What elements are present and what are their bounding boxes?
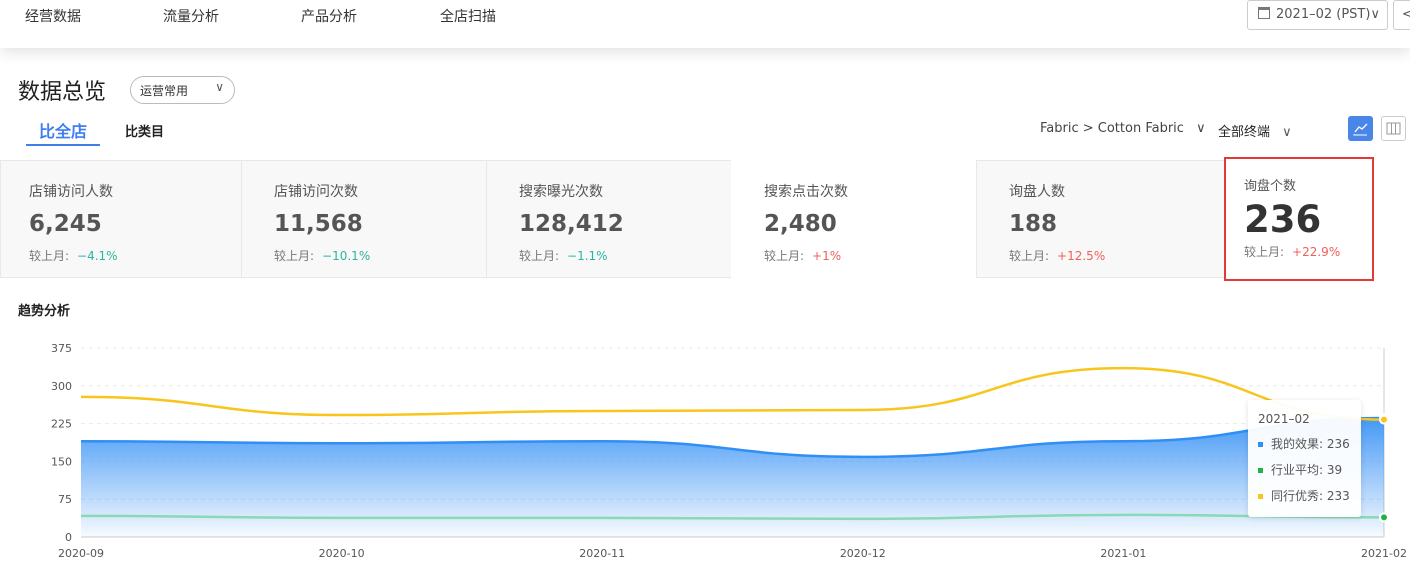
- legend-swatch: [1258, 442, 1263, 447]
- metric-delta: −10.1%: [322, 249, 371, 263]
- metric-card[interactable]: 店铺访问次数 11,568 较上月: −10.1%: [241, 160, 487, 278]
- y-tick-label: 375: [51, 342, 72, 355]
- terminal-value: 全部终端: [1218, 125, 1271, 140]
- compare-label: 较上月:: [764, 249, 805, 263]
- metric-card[interactable]: 搜索曝光次数 128,412 较上月: −1.1%: [486, 160, 732, 278]
- metric-value: 236: [1244, 198, 1322, 241]
- metric-card[interactable]: 询盘人数 188 较上月: +12.5%: [976, 160, 1226, 278]
- data-point: [1379, 512, 1389, 523]
- y-tick-label: 0: [65, 531, 72, 544]
- series-line: [80, 513, 1385, 521]
- calendar-icon: [1258, 7, 1270, 19]
- metric-delta: +1%: [812, 249, 842, 263]
- metric-value: 188: [1009, 211, 1058, 237]
- chevron-down-icon: ∨: [1196, 121, 1206, 136]
- x-tick-label: 2021-01: [1100, 547, 1146, 560]
- x-tick-label: 2020-10: [319, 547, 365, 560]
- metric-label: 询盘人数: [1009, 184, 1065, 200]
- x-tick-label: 2020-11: [579, 547, 625, 560]
- x-tick-label: 2021-02: [1361, 547, 1407, 560]
- data-point: [1379, 414, 1389, 425]
- preset-value: 运营常用: [140, 84, 189, 98]
- nav-store-scan[interactable]: 全店扫描: [440, 9, 496, 25]
- line-chart-icon[interactable]: [1348, 116, 1373, 141]
- top-nav: 经营数据 流量分析 产品分析 全店扫描 2021–02 (PST)∨ <: [0, 0, 1410, 48]
- compare-label: 较上月:: [1009, 249, 1050, 263]
- metric-card-selected[interactable]: 询盘个数 236 较上月: +22.9%: [1224, 157, 1374, 281]
- metric-label: 店铺访问人数: [29, 184, 113, 200]
- terminal-filter[interactable]: 全部终端 ∨: [1218, 121, 1292, 140]
- metric-delta: −4.1%: [77, 249, 118, 263]
- tooltip-row: 行业平均: 39: [1271, 463, 1343, 477]
- series-area: [81, 418, 1384, 537]
- tooltip-row: 同行优秀: 233: [1271, 489, 1350, 503]
- metric-delta: −1.1%: [567, 249, 608, 263]
- x-tick-label: 2020-09: [58, 547, 104, 560]
- tab-category[interactable]: 比类目: [125, 125, 165, 140]
- prev-button[interactable]: <: [1393, 0, 1410, 30]
- y-tick-label: 150: [51, 455, 72, 468]
- tooltip-title: 2021–02: [1258, 412, 1310, 426]
- tab-whole-store[interactable]: 比全店: [26, 118, 100, 146]
- column-icon[interactable]: [1381, 116, 1406, 141]
- chart-tooltip: 2021–02 我的效果: 236 行业平均: 39 同行优秀: 233: [1248, 400, 1361, 517]
- chevron-down-icon: ∨: [1282, 125, 1292, 140]
- trend-chart[interactable]: 0 75 150 225 300 375 2020-09 2020-10 2020-11 2020…: [0, 330, 1410, 573]
- compare-label: 较上月:: [519, 249, 560, 263]
- chevron-down-icon: ∨: [215, 80, 224, 94]
- metric-delta: +12.5%: [1057, 249, 1106, 263]
- series-line: [80, 366, 1385, 421]
- nav-traffic[interactable]: 流量分析: [163, 9, 219, 25]
- x-tick-label: 2020-12: [840, 547, 886, 560]
- metric-cards: 店铺访问人数 6,245 较上月: −4.1% 店铺访问次数 11,568 较上月…: [0, 160, 1410, 278]
- compare-label: 较上月:: [1244, 245, 1285, 259]
- date-picker[interactable]: 2021–02 (PST)∨: [1247, 0, 1388, 30]
- legend-swatch: [1258, 468, 1263, 473]
- metric-value: 128,412: [519, 211, 624, 237]
- date-value: 2021–02 (PST): [1276, 7, 1371, 22]
- series-line: [80, 416, 1385, 459]
- metric-label: 搜索曝光次数: [519, 184, 603, 200]
- chevron-down-icon: ∨: [1370, 7, 1380, 22]
- section-title: 趋势分析: [18, 304, 71, 319]
- y-tick-label: 225: [51, 418, 72, 431]
- legend-swatch: [1258, 494, 1263, 499]
- metric-value: 2,480: [764, 211, 837, 237]
- metric-card[interactable]: 搜索点击次数 2,480 较上月: +1%: [731, 160, 977, 278]
- metric-value: 6,245: [29, 211, 102, 237]
- metric-label: 询盘个数: [1244, 179, 1297, 194]
- nav-products[interactable]: 产品分析: [301, 9, 357, 25]
- metric-label: 搜索点击次数: [764, 184, 848, 200]
- metric-delta: +22.9%: [1292, 245, 1341, 259]
- nav-operations[interactable]: 经营数据: [25, 9, 81, 25]
- metric-label: 店铺访问次数: [274, 184, 358, 200]
- category-filter[interactable]: Fabric > Cotton Fabric ∨: [1040, 121, 1206, 136]
- page-title: 数据总览: [18, 80, 107, 105]
- category-value: Fabric > Cotton Fabric: [1040, 121, 1184, 136]
- metric-card[interactable]: 店铺访问人数 6,245 较上月: −4.1%: [0, 160, 242, 278]
- preset-select[interactable]: 运营常用 ∨: [130, 76, 235, 104]
- compare-label: 较上月:: [29, 249, 70, 263]
- compare-label: 较上月:: [274, 249, 315, 263]
- metric-value: 11,568: [274, 211, 363, 237]
- tooltip-row: 我的效果: 236: [1271, 437, 1350, 451]
- y-tick-label: 300: [51, 380, 72, 393]
- y-tick-label: 75: [58, 493, 72, 506]
